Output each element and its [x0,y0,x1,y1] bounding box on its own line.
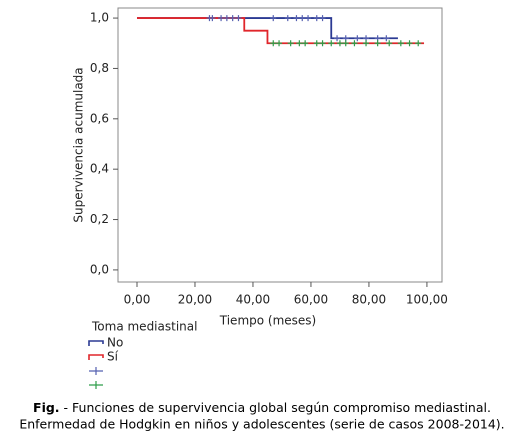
censor-mark [313,15,320,22]
y-axis-label: Supervivencia acumulada [72,67,86,222]
censor-mark [305,15,312,22]
legend-swatch [88,354,104,360]
censor-mark [351,40,358,47]
censor-mark [235,15,242,22]
censor-mark [386,40,393,47]
legend-swatch [89,367,103,375]
censor-mark [342,35,349,42]
censor-mark [313,40,320,47]
y-tick-label: 1,0 [90,11,109,25]
censor-mark [328,40,335,47]
y-tick-label: 0,8 [90,61,109,75]
y-tick-label: 0,2 [90,212,109,226]
y-tick-label: 0,6 [90,111,109,125]
legend-swatch [89,381,103,389]
caption-line: Fig. - Funciones de supervivencia global… [33,400,491,415]
x-tick-label: 40,00 [236,293,270,307]
caption-label: Fig. [33,400,60,415]
censor-mark [270,40,277,47]
x-tick-label: 80,00 [352,293,386,307]
censor-mark [342,40,349,47]
censor-mark [363,40,370,47]
censor-mark [374,35,381,42]
censor-mark [209,15,216,22]
legend-label: No [107,336,123,350]
y-tick-label: 0,0 [90,262,109,276]
legend-label: Sí [107,350,119,364]
censor-mark [218,15,225,22]
censor-mark [302,40,309,47]
caption-line: Enfermedad de Hodgkin en niños y adolesc… [19,417,504,432]
x-tick-label: 20,00 [178,293,212,307]
censor-mark [319,40,326,47]
censor-mark [415,40,422,47]
censor-mark [363,35,370,42]
x-tick-label: 100,00 [406,293,448,307]
legend-swatch [88,340,104,346]
censor-mark [287,40,294,47]
censor-mark [284,15,291,22]
censor-mark [397,40,404,47]
x-tick-label: 0,00 [124,293,151,307]
y-tick-label: 0,4 [90,162,109,176]
legend-title: Toma mediastinal [91,320,197,334]
censor-mark [336,40,343,47]
x-axis-label: Tiempo (meses) [219,314,316,328]
censor-mark [383,35,390,42]
plot-frame [117,7,443,283]
censor-mark [270,15,277,22]
censor-mark [223,15,230,22]
censor-mark [293,15,300,22]
censor-mark [296,40,303,47]
censor-mark [374,40,381,47]
censor-mark [334,35,341,42]
censor-mark [229,15,236,22]
censor-mark [299,15,306,22]
censor-mark [354,35,361,42]
censor-mark [319,15,326,22]
x-tick-label: 60,00 [294,293,328,307]
censor-mark [276,40,283,47]
censor-mark [406,40,413,47]
caption-text: - Funciones de supervivencia global segú… [64,400,491,415]
